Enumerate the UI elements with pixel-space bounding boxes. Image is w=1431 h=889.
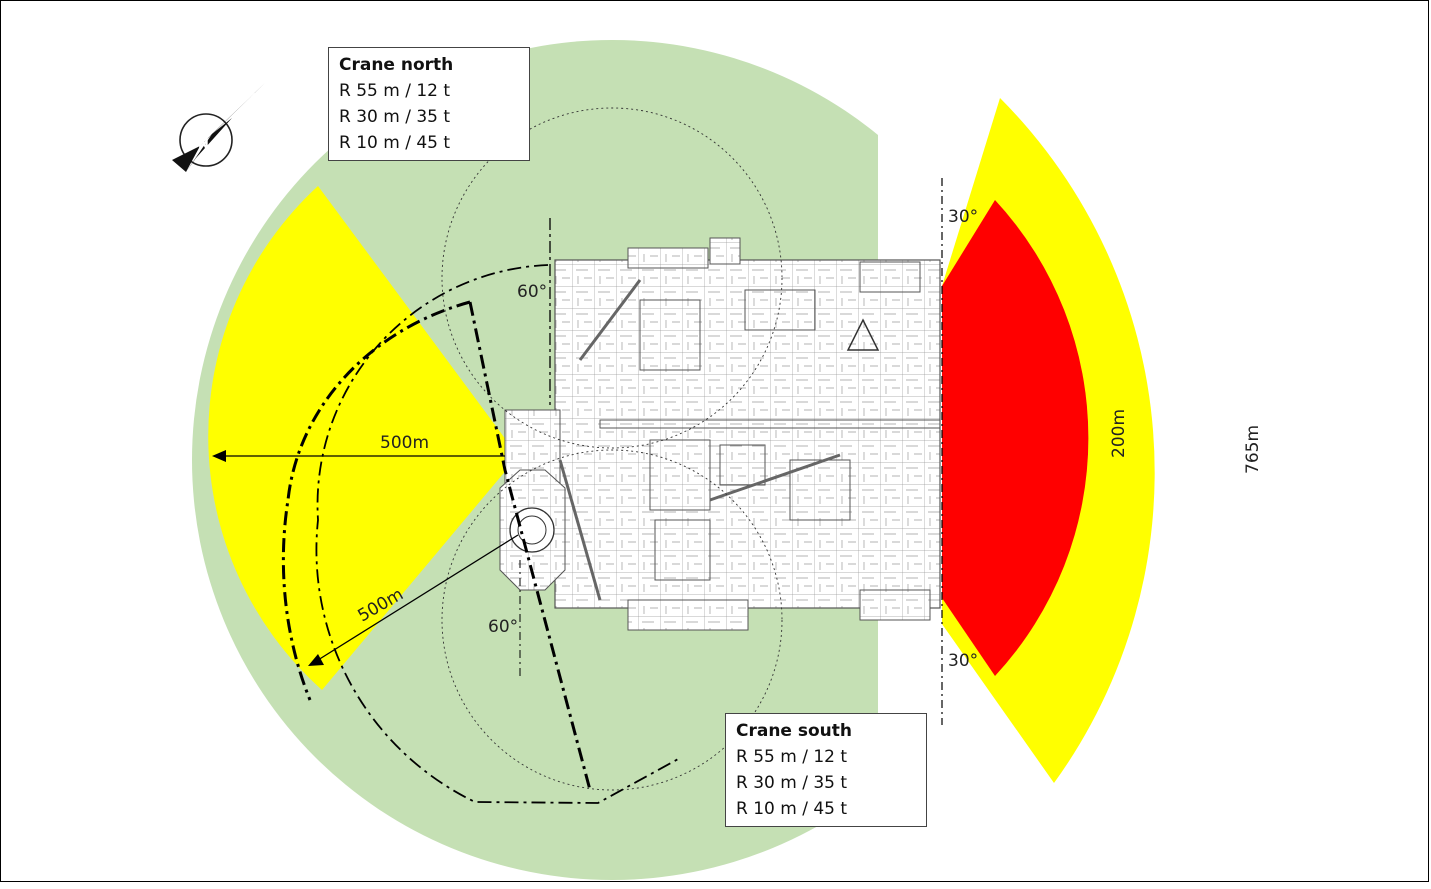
crane-south-line: R 55 m / 12 t [736, 747, 848, 767]
red-zone-radius-label: 200m [1109, 409, 1129, 458]
crane-south-line: R 30 m / 35 t [736, 773, 848, 793]
crane-north-line: R 55 m / 12 t [339, 81, 451, 101]
platform-deck-plan [499, 237, 941, 631]
crane-north-title: Crane north [339, 55, 454, 75]
southwest-radius-arrow [308, 534, 519, 666]
west-radius-arrow [212, 450, 505, 462]
east-south-angle-label: 30° [948, 651, 978, 671]
crane-north-line: R 10 m / 45 t [339, 133, 451, 153]
crane-north-radius-circle [441, 107, 783, 449]
west-yellow-zone [208, 186, 518, 690]
crane-north-line: R 30 m / 35 t [339, 107, 451, 127]
north-letter: N [198, 137, 209, 152]
east-north-angle-label: 30° [948, 207, 978, 227]
west-sweep-outline-thin [315, 264, 681, 804]
east-red-zone [942, 200, 1089, 676]
crane-south-line: R 10 m / 45 t [736, 799, 848, 819]
yellow-zone-radius-label: 765m [1243, 425, 1263, 474]
north-arrow-icon: N [172, 82, 266, 172]
crane-south-radius-circle [441, 449, 783, 791]
crane-north-info: Crane north R 55 m / 12 t R 30 m / 35 t … [328, 47, 530, 161]
west-radius-label: 500m [380, 433, 429, 453]
crane-south-title: Crane south [736, 721, 853, 741]
west-north-angle-label: 60° [517, 282, 547, 302]
crane-south-info: Crane south R 55 m / 12 t R 30 m / 35 t … [725, 713, 927, 827]
west-sweep-outline-thick [281, 300, 592, 791]
west-south-angle-label: 60° [488, 617, 518, 637]
